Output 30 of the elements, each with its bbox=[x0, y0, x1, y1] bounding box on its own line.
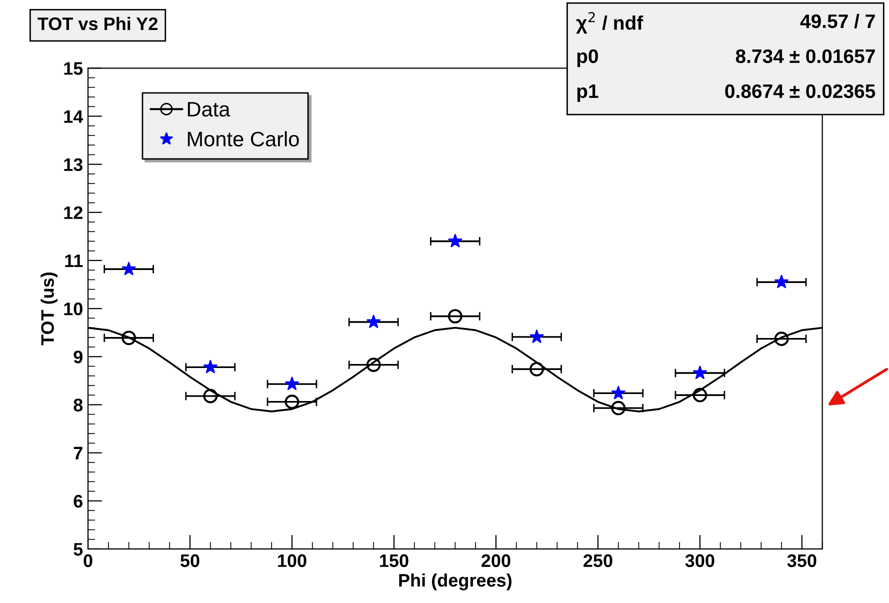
y-tick-label: 8 bbox=[74, 398, 83, 412]
y-tick-label: 9 bbox=[74, 350, 82, 364]
x-tick-label: 300 bbox=[685, 554, 714, 568]
y-tick-label: 12 bbox=[64, 206, 82, 219]
x-tick-label: 150 bbox=[380, 554, 408, 568]
x-tick-label: 350 bbox=[787, 554, 816, 568]
y-tick-label: 5 bbox=[74, 543, 83, 556]
x-tick-label: 200 bbox=[482, 554, 510, 568]
x-tick-label: 250 bbox=[584, 554, 612, 568]
text: χ$^{2}$ / ndf bbox=[576, 12, 644, 34]
legend-label: Data bbox=[188, 102, 230, 117]
y-tick-label: 11 bbox=[65, 254, 83, 268]
annotation: 0.8674 ± 0.02365 bbox=[725, 84, 876, 98]
chart-title: TOT vs Phi Y2 bbox=[38, 16, 158, 30]
text: p0 bbox=[577, 49, 598, 67]
y-tick-label: 6 bbox=[74, 494, 82, 508]
x-axis-title: Phi (degrees) bbox=[399, 573, 512, 590]
y-tick-label: 14 bbox=[64, 110, 84, 123]
annotation: p1 bbox=[577, 84, 598, 102]
text: 8.734 ± 0.01657 bbox=[736, 49, 875, 64]
legend-label: Monte Carlo bbox=[188, 131, 299, 146]
y-tick-label: 15 bbox=[64, 62, 83, 75]
text: 49.57 / 7 bbox=[800, 14, 875, 28]
y-tick-label: 10 bbox=[64, 302, 82, 316]
y-axis-title: TOT (us) bbox=[40, 272, 58, 346]
x-tick-label: 0 bbox=[84, 554, 92, 568]
x-tick-label: 100 bbox=[278, 554, 306, 568]
x-tick-label: 50 bbox=[180, 554, 200, 568]
y-tick-label: 13 bbox=[64, 158, 82, 172]
y-tick-label: 7 bbox=[74, 446, 82, 460]
